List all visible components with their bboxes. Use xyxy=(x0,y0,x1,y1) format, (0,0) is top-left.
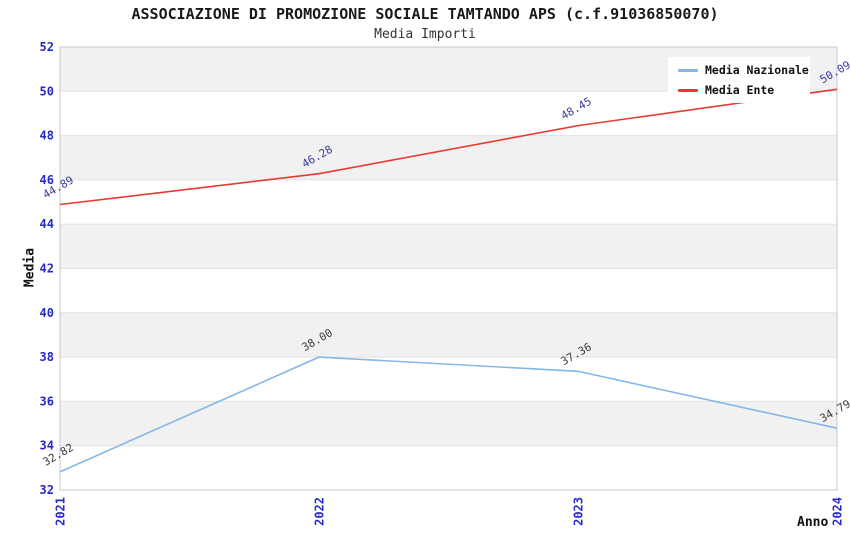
series-line-media-nazionale xyxy=(59,356,838,473)
plot-band xyxy=(60,224,837,269)
plot-band xyxy=(60,268,837,313)
y-tick-label: 50 xyxy=(40,84,54,98)
legend-label-ente: Media Ente xyxy=(705,83,775,97)
y-tick-label: 44 xyxy=(40,217,54,231)
x-tick-label: 2021 xyxy=(54,497,68,526)
x-axis-title: Anno xyxy=(797,515,829,530)
series-line-media-ente xyxy=(59,88,838,206)
plot-band xyxy=(60,312,837,358)
chart-title: ASSOCIAZIONE DI PROMOZIONE SOCIALE TAMTA… xyxy=(131,5,719,23)
y-tick-label: 40 xyxy=(40,306,54,320)
x-tick-label: 2022 xyxy=(313,497,327,526)
plot-band xyxy=(60,135,837,180)
y-tick-label: 36 xyxy=(40,394,54,408)
legend-line-swatch-ente xyxy=(678,88,698,92)
plot-band xyxy=(60,401,837,446)
y-tick-label: 38 xyxy=(40,350,54,364)
legend: Media Nazionale Media Ente xyxy=(668,57,810,103)
y-tick-label: 52 xyxy=(40,40,54,54)
plot-band xyxy=(60,445,837,490)
x-tick-label: 2024 xyxy=(831,497,845,526)
y-tick-label: 34 xyxy=(40,439,54,453)
legend-line-swatch-nazionale xyxy=(678,68,698,72)
plot-band xyxy=(60,179,837,225)
y-tick-label: 46 xyxy=(40,173,54,187)
legend-label-nazionale: Media Nazionale xyxy=(705,63,809,77)
legend-item-media-nazionale: Media Nazionale xyxy=(668,63,810,77)
x-tick-label: 2023 xyxy=(572,497,586,526)
legend-item-media-ente: Media Ente xyxy=(668,83,810,97)
y-tick-label: 48 xyxy=(40,129,54,143)
y-tick-label: 32 xyxy=(40,483,54,497)
chart-subtitle: Media Importi xyxy=(374,27,476,42)
y-tick-label: 42 xyxy=(40,262,54,276)
y-axis-title: Media xyxy=(22,247,38,288)
plot-border xyxy=(59,46,838,491)
